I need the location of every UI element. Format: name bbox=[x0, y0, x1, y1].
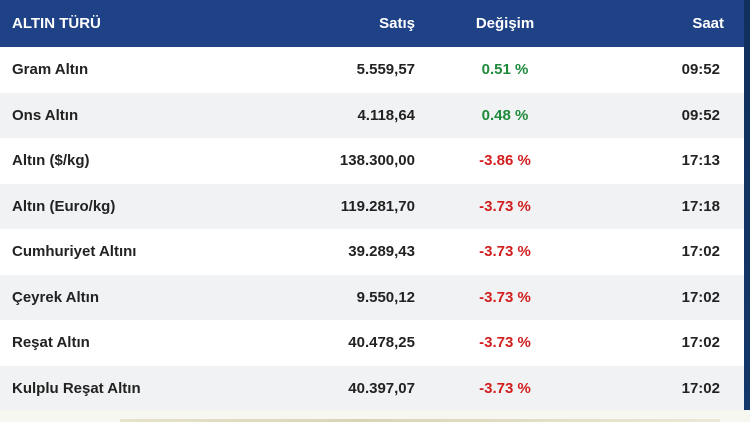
gold-type-cell: Çeyrek Altın bbox=[12, 288, 99, 306]
time-cell: 17:18 bbox=[681, 197, 720, 215]
sale-price-cell: 39.289,43 bbox=[348, 243, 415, 261]
table-row[interactable]: Altın (Euro/kg) 119.281,70 -3.73 % 17:18 bbox=[0, 183, 744, 229]
right-edge-strip bbox=[744, 0, 750, 422]
gold-price-table: ALTIN TÜRÜ Satış Değişim Saat Gram Altın… bbox=[0, 0, 744, 411]
table-row[interactable]: Altın ($/kg) 138.300,00 -3.86 % 17:13 bbox=[0, 138, 744, 184]
change-cell: -3.73 % bbox=[479, 243, 531, 261]
change-cell: -3.73 % bbox=[479, 334, 531, 352]
gold-type-cell: Cumhuriyet Altını bbox=[12, 243, 137, 261]
gold-type-cell: Gram Altın bbox=[12, 61, 89, 79]
table-body: Gram Altın 5.559,57 0.51 % 09:52 Ons Altın 4.… bbox=[0, 47, 744, 411]
table-row[interactable]: Reşat Altın 40.478,25 -3.73 % 17:02 bbox=[0, 320, 744, 366]
sale-price-cell: 40.478,25 bbox=[348, 334, 415, 352]
column-header-gold-type[interactable]: ALTIN TÜRÜ bbox=[12, 15, 101, 32]
change-cell: 0.48 % bbox=[481, 106, 529, 124]
gold-type-cell: Kulplu Reşat Altın bbox=[12, 379, 141, 397]
gold-type-cell: Altın ($/kg) bbox=[12, 152, 90, 170]
table-header-row: ALTIN TÜRÜ Satış Değişim Saat bbox=[0, 0, 744, 47]
change-cell: -3.73 % bbox=[479, 288, 531, 306]
gold-price-panel: ALTIN TÜRÜ Satış Değişim Saat Gram Altın… bbox=[0, 0, 744, 411]
table-row[interactable]: Gram Altın 5.559,57 0.51 % 09:52 bbox=[0, 47, 744, 93]
gold-type-cell: Ons Altın bbox=[12, 106, 79, 124]
change-cell: 0.51 % bbox=[481, 61, 529, 79]
change-cell: -3.73 % bbox=[479, 197, 531, 215]
change-cell: -3.73 % bbox=[479, 379, 531, 397]
change-cell: -3.86 % bbox=[479, 152, 531, 170]
time-cell: 17:02 bbox=[681, 334, 720, 352]
sale-price-cell: 9.550,12 bbox=[356, 288, 415, 306]
time-cell: 17:02 bbox=[681, 243, 720, 261]
gold-type-cell: Reşat Altın bbox=[12, 334, 90, 352]
bottom-accent-line bbox=[120, 419, 720, 422]
sale-price-cell: 40.397,07 bbox=[348, 379, 415, 397]
time-cell: 09:52 bbox=[681, 106, 720, 124]
table-row[interactable]: Cumhuriyet Altını 39.289,43 -3.73 % 17:02 bbox=[0, 229, 744, 275]
table-row[interactable]: Ons Altın 4.118,64 0.48 % 09:52 bbox=[0, 92, 744, 138]
sale-price-cell: 5.559,57 bbox=[356, 61, 415, 79]
time-cell: 17:02 bbox=[681, 288, 720, 306]
table-row[interactable]: Kulplu Reşat Altın 40.397,07 -3.73 % 17:02 bbox=[0, 365, 744, 411]
sale-price-cell: 4.118,64 bbox=[357, 106, 415, 124]
sale-price-cell: 119.281,70 bbox=[340, 197, 415, 215]
column-header-sale[interactable]: Satış bbox=[379, 15, 415, 32]
time-cell: 17:13 bbox=[681, 152, 720, 170]
table-row[interactable]: Çeyrek Altın 9.550,12 -3.73 % 17:02 bbox=[0, 274, 744, 320]
time-cell: 17:02 bbox=[681, 379, 720, 397]
bottom-edge-strip bbox=[0, 410, 750, 422]
column-header-change[interactable]: Değişim bbox=[475, 15, 535, 32]
gold-type-cell: Altın (Euro/kg) bbox=[12, 197, 116, 215]
column-header-time[interactable]: Saat bbox=[692, 15, 724, 32]
sale-price-cell: 138.300,00 bbox=[339, 152, 415, 170]
time-cell: 09:52 bbox=[681, 61, 720, 79]
